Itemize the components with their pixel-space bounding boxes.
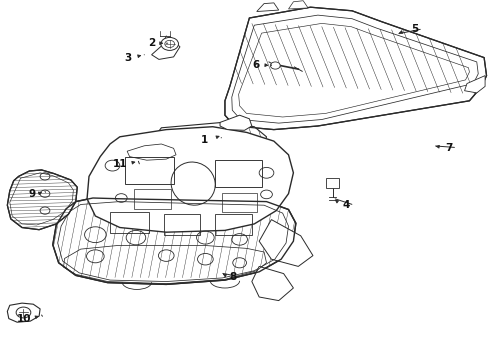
Text: 11: 11 — [112, 159, 127, 169]
Bar — [124, 157, 173, 184]
Text: 5: 5 — [410, 24, 417, 34]
Polygon shape — [220, 115, 251, 130]
Polygon shape — [464, 76, 484, 93]
Bar — [215, 160, 261, 187]
Polygon shape — [154, 122, 266, 153]
Bar — [215, 214, 251, 235]
Polygon shape — [7, 303, 40, 322]
Polygon shape — [224, 7, 486, 130]
Polygon shape — [53, 198, 295, 284]
Circle shape — [161, 37, 178, 50]
Text: 10: 10 — [17, 314, 32, 324]
Text: 1: 1 — [200, 135, 207, 145]
Text: 6: 6 — [251, 60, 259, 70]
Bar — [110, 212, 149, 233]
Text: 4: 4 — [342, 200, 349, 210]
Bar — [163, 214, 200, 235]
FancyBboxPatch shape — [325, 178, 339, 188]
Bar — [134, 189, 171, 209]
Polygon shape — [256, 3, 278, 12]
Text: 2: 2 — [148, 38, 155, 48]
Bar — [222, 193, 256, 212]
Polygon shape — [151, 43, 180, 59]
Text: 3: 3 — [124, 53, 132, 63]
Circle shape — [270, 62, 280, 69]
Polygon shape — [251, 266, 293, 301]
Text: 7: 7 — [444, 143, 451, 153]
Polygon shape — [87, 127, 293, 232]
Polygon shape — [288, 1, 307, 9]
Polygon shape — [7, 170, 77, 230]
Text: 8: 8 — [229, 272, 237, 282]
Polygon shape — [259, 220, 312, 266]
Text: 9: 9 — [28, 189, 35, 199]
